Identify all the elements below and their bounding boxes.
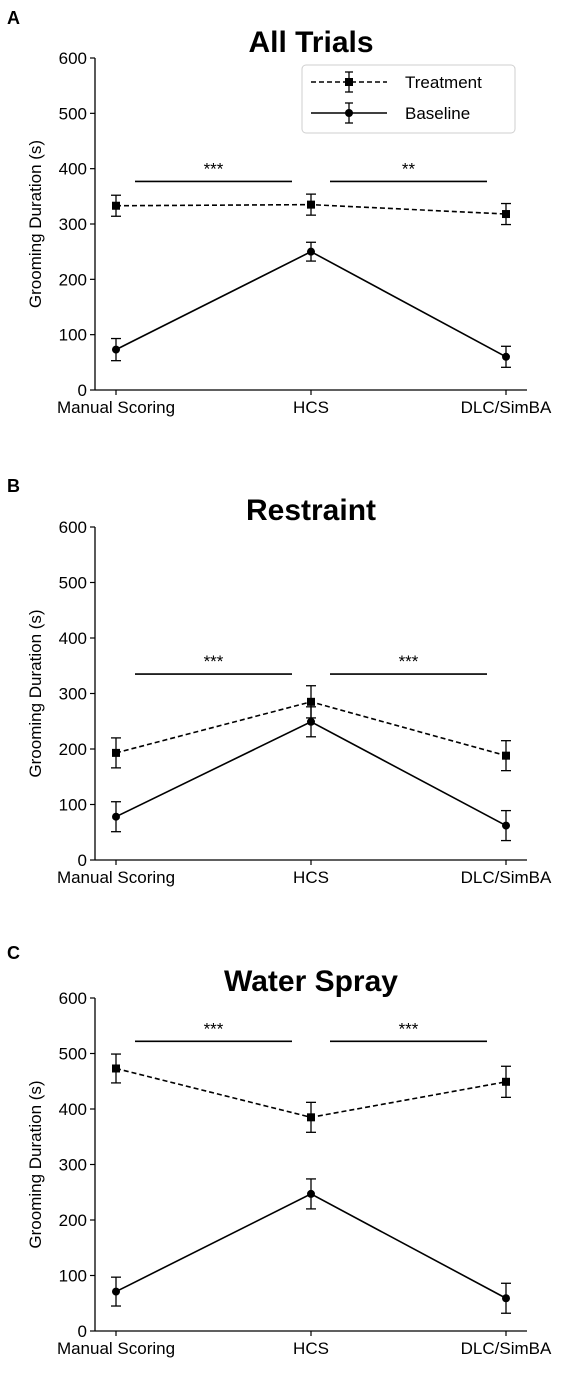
data-point-treatment — [307, 1113, 315, 1122]
significance-label: *** — [204, 159, 224, 178]
panel-label-b: B — [7, 476, 20, 496]
data-point-treatment — [502, 210, 510, 219]
data-point-treatment — [307, 697, 315, 706]
y-tick-label: 400 — [59, 629, 87, 648]
y-axis-label: Grooming Duration (s) — [26, 140, 45, 308]
y-tick-label: 500 — [59, 1045, 87, 1064]
chart-title: Restraint — [246, 494, 376, 527]
data-point-baseline — [307, 247, 315, 256]
x-tick-label: DLC/SimBA — [461, 398, 552, 417]
data-point-baseline — [307, 1189, 315, 1198]
x-tick-label: DLC/SimBA — [461, 1339, 552, 1358]
y-tick-label: 200 — [59, 1211, 87, 1230]
y-tick-label: 600 — [59, 49, 87, 68]
chart-panel-a: A All Trials Grooming Duration (s) 0 100 200… — [0, 0, 567, 440]
chart-panel-b: B Restraint Grooming Duration (s) 0 100 200 3… — [0, 468, 567, 908]
y-tick-label: 600 — [59, 518, 87, 537]
significance-label: *** — [399, 652, 419, 671]
y-tick-label: 200 — [59, 740, 87, 759]
chart-title: Water Spray — [224, 965, 398, 998]
legend-label-treatment: Treatment — [405, 73, 482, 92]
y-tick-label: 400 — [59, 160, 87, 179]
significance-label: *** — [204, 1019, 224, 1038]
data-point-baseline — [307, 717, 315, 726]
y-tick-label: 300 — [59, 1156, 87, 1175]
data-point-baseline — [112, 1287, 120, 1296]
y-tick-label: 0 — [78, 381, 87, 400]
panel-label-a: A — [7, 8, 20, 28]
legend-label-baseline: Baseline — [405, 104, 470, 123]
data-point-baseline — [112, 345, 120, 354]
data-point-treatment — [502, 1077, 510, 1086]
y-tick-label: 100 — [59, 796, 87, 815]
y-tick-label: 500 — [59, 104, 87, 123]
x-tick-label: Manual Scoring — [57, 868, 175, 887]
y-tick-label: 0 — [78, 851, 87, 870]
significance-label: *** — [399, 1019, 419, 1038]
chart-water-spray: Water Spray Grooming Duration (s) 0 100 200 3… — [26, 965, 552, 1358]
panel-label-c: C — [7, 943, 20, 963]
data-point-treatment — [502, 751, 510, 760]
data-point-treatment — [112, 748, 120, 757]
y-tick-label: 500 — [59, 574, 87, 593]
chart-restraint: Restraint Grooming Duration (s) 0 100 200 300… — [26, 494, 552, 887]
chart-title: All Trials — [248, 26, 373, 59]
data-point-treatment — [112, 1064, 120, 1073]
y-tick-label: 600 — [59, 989, 87, 1008]
x-tick-label: Manual Scoring — [57, 1339, 175, 1358]
data-point-baseline — [112, 812, 120, 821]
data-point-baseline — [502, 352, 510, 361]
y-tick-label: 300 — [59, 685, 87, 704]
x-tick-label: HCS — [293, 868, 329, 887]
data-point-treatment — [112, 201, 120, 210]
x-tick-label: Manual Scoring — [57, 398, 175, 417]
chart-all-trials: All Trials Grooming Duration (s) 0 100 200 30… — [26, 26, 552, 417]
legend-marker — [345, 109, 353, 117]
data-point-baseline — [502, 1294, 510, 1303]
data-point-baseline — [502, 821, 510, 830]
legend-marker — [345, 78, 353, 86]
y-axis-label: Grooming Duration (s) — [26, 1080, 45, 1248]
y-tick-label: 200 — [59, 270, 87, 289]
y-tick-label: 100 — [59, 1267, 87, 1286]
y-tick-label: 300 — [59, 215, 87, 234]
y-tick-label: 400 — [59, 1100, 87, 1119]
series-line-baseline — [115, 1193, 507, 1299]
significance-label: *** — [204, 652, 224, 671]
series-line-baseline — [115, 250, 507, 358]
x-tick-label: HCS — [293, 1339, 329, 1358]
x-tick-label: DLC/SimBA — [461, 868, 552, 887]
x-tick-label: HCS — [293, 398, 329, 417]
y-tick-label: 0 — [78, 1322, 87, 1341]
chart-panel-c: C Water Spray Grooming Duration (s) 0 100 20… — [0, 935, 567, 1375]
data-point-treatment — [307, 200, 315, 209]
y-tick-label: 100 — [59, 326, 87, 345]
y-axis-label: Grooming Duration (s) — [26, 609, 45, 777]
significance-label: ** — [402, 159, 416, 178]
